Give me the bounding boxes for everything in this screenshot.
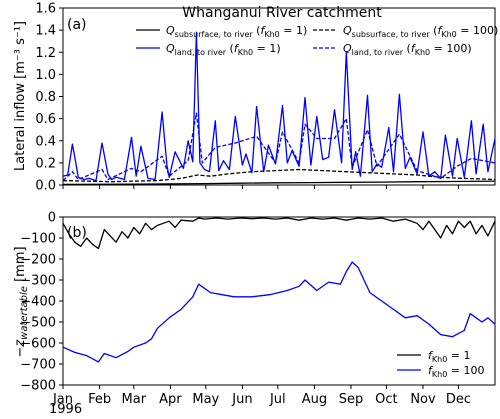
panel-a-y-tick-label: 0.2 — [35, 156, 56, 171]
panel-b-y-tick-label: −800 — [20, 379, 56, 394]
panel-b-x-ticks: Jan Feb Mar Apr May Jun Jul Aug Sep Oct Nov Dec — [52, 385, 471, 407]
panel-a-y-tick-label: 0.0 — [35, 179, 56, 194]
legend-label: Qsubsurface, to river (fKh0 = 1) — [166, 24, 307, 39]
x-tick-label: Apr — [159, 392, 182, 407]
series-line — [62, 31, 496, 182]
panel-b-lines — [62, 217, 496, 363]
panel-a-y-tick-label: 0.6 — [35, 112, 56, 127]
panel-a-label: (a) — [67, 17, 87, 33]
figure-title: Whanganui River catchment — [182, 5, 382, 21]
panel-a-ylabel: Lateral inflow [m⁻³ s⁻¹] — [13, 21, 28, 171]
x-tick-label: Nov — [410, 392, 436, 407]
series-line — [62, 180, 496, 186]
panel-a-y-tick-label: 0.8 — [35, 90, 56, 105]
panel-b-y-tick-label: −200 — [20, 253, 56, 268]
panel-b-y-tick-label: −100 — [20, 232, 56, 247]
panel-a-legend: Qsubsurface, to river (fKh0 = 1) Qland, t… — [136, 24, 498, 57]
panel-b-y-tick-label: −400 — [20, 295, 56, 310]
panel-a: (a) Lateral inflow [m⁻³ s⁻¹] 0.00.20.40.… — [13, 2, 498, 194]
legend-label: fKh0 = 100 — [428, 364, 485, 379]
x-tick-label: Jun — [231, 392, 252, 407]
x-year-label: 1996 — [49, 402, 82, 417]
x-tick-label: Oct — [375, 392, 397, 407]
legend-label: Qland, to river (fKh0 = 100) — [343, 42, 472, 57]
series-line — [62, 217, 496, 250]
panel-b-ylabel: −zwatertable [mm] — [13, 246, 30, 357]
panel-a-y-tick-label: 1.0 — [35, 68, 56, 83]
series-line — [62, 112, 496, 182]
panel-b-y-ticks: 0 −100 −200 −300 −400 −500 −600 −700 −800 — [20, 211, 63, 394]
x-tick-label: Dec — [446, 392, 471, 407]
x-tick-label: Sep — [339, 392, 364, 407]
panel-b-label: (b) — [67, 225, 87, 241]
legend-label: Qsubsurface, to river (fKh0 = 100) — [343, 24, 498, 39]
panel-b: (b) −zwatertable [mm] 0 −100 −200 −300 −400 −… — [13, 211, 496, 417]
panel-a-y-tick-label: 1.2 — [35, 46, 56, 61]
panel-b-y-tick-label: −300 — [20, 274, 56, 289]
x-tick-label: Jul — [269, 392, 286, 407]
legend-label: Qland, to river (fKh0 = 1) — [166, 42, 281, 57]
panel-b-y-tick-label: 0 — [48, 211, 56, 226]
panel-a-y-tick-label: 1.6 — [35, 2, 56, 17]
x-tick-label: Jan — [52, 392, 73, 407]
series-line — [62, 261, 496, 363]
panel-b-y-tick-label: −700 — [20, 358, 56, 373]
series-line — [62, 168, 496, 183]
x-tick-label: Feb — [88, 392, 111, 407]
panel-a-lines — [62, 31, 496, 186]
panel-a-y-tick-label: 1.4 — [35, 24, 56, 39]
panel-a-y-ticks: 0.0 0.2 0.4 0.6 0.8 1.0 1.2 1.4 1.6 — [35, 2, 459, 194]
panel-b-y-tick-label: −600 — [20, 337, 56, 352]
x-tick-label: Mar — [122, 392, 147, 407]
panel-a-y-tick-label: 0.4 — [35, 134, 56, 149]
legend-label: fKh0 = 1 — [428, 349, 471, 364]
x-tick-label: Aug — [302, 392, 327, 407]
x-tick-label: May — [192, 392, 219, 407]
panel-b-y-tick-label: −500 — [20, 316, 56, 331]
